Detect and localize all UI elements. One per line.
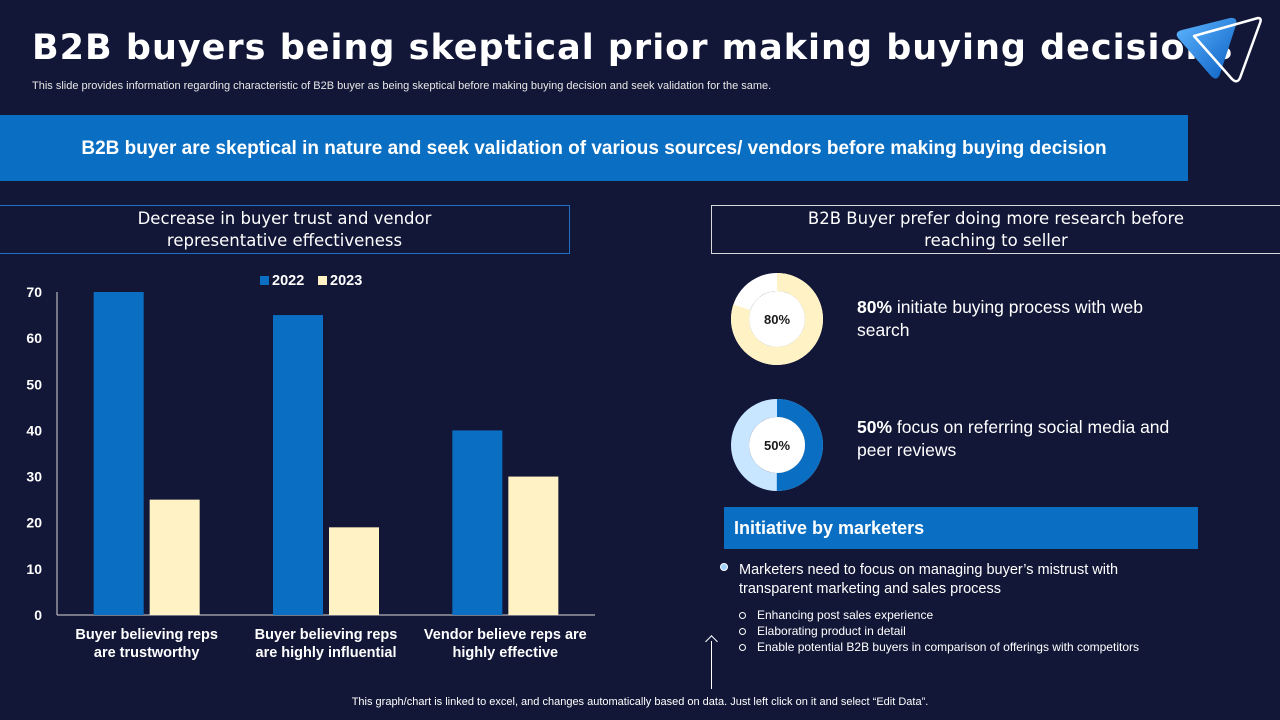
- bar-2023-1: [329, 527, 379, 615]
- donut-hole: [749, 417, 805, 473]
- donut-chart-1: 80%: [729, 271, 825, 367]
- stat-2-text: focus on referring social media and peer…: [857, 417, 1170, 460]
- sub-bullet-text: Elaborating product in detail: [757, 624, 906, 638]
- connector-line: [711, 641, 712, 689]
- x-category-label: Buyer believing reps: [75, 627, 218, 643]
- right-panel-heading: B2B Buyer prefer doing more research bef…: [711, 205, 1280, 254]
- sub-bullet-item: Enhancing post sales experience: [739, 607, 1139, 623]
- y-tick-label: 40: [26, 422, 42, 438]
- y-tick-label: 50: [26, 376, 42, 392]
- x-category-label: are trustworthy: [94, 645, 200, 661]
- footnote: This graph/chart is linked to excel, and…: [351, 696, 929, 708]
- left-panel-heading: Decrease in buyer trust and vendor repre…: [0, 205, 570, 254]
- bullet-dot-icon: [720, 563, 728, 571]
- circle-bullet-icon: [739, 643, 746, 651]
- circle-bullet-icon: [739, 611, 746, 619]
- logo-icon: [1170, 12, 1266, 86]
- bar-2022-2: [452, 430, 503, 615]
- stat-1-percent: 80%: [857, 297, 893, 317]
- legend-label-2022: 2022: [272, 273, 304, 289]
- bar-chart-svg: 0 10 20 30 40 50 60 70 Buyer believing reps are t…: [26, 273, 595, 661]
- page-title: B2B buyers being skeptical prior making …: [32, 28, 1234, 68]
- sub-bullet-item: Enable potential B2B buyers in compariso…: [739, 639, 1139, 655]
- right-heading-line1: B2B Buyer prefer doing more research bef…: [807, 208, 1185, 228]
- left-heading-line2: representative effectiveness: [166, 230, 403, 250]
- stat-2: 50% focus on referring social media and …: [857, 416, 1177, 462]
- stat-2-percent: 50%: [857, 417, 893, 437]
- legend-swatch-2023: [318, 276, 327, 285]
- y-tick-label: 10: [26, 561, 42, 577]
- donut-1-label: 80%: [763, 311, 791, 327]
- sub-bullet-item: Elaborating product in detail: [739, 623, 1139, 639]
- circle-bullet-icon: [739, 627, 746, 635]
- y-tick-label: 30: [26, 469, 42, 485]
- y-tick-label: 70: [26, 284, 42, 300]
- right-heading-line2: reaching to seller: [924, 230, 1068, 250]
- initiative-heading: Initiative by marketers: [724, 507, 1198, 549]
- stat-1-text: initiate buying process with web search: [857, 297, 1143, 340]
- donut-2-label: 50%: [763, 437, 791, 453]
- bar-2022-1: [273, 315, 323, 615]
- left-heading-line1: Decrease in buyer trust and vendor: [137, 208, 432, 228]
- bar-2022-0: [93, 292, 144, 615]
- banner: B2B buyer are skeptical in nature and se…: [0, 115, 1188, 181]
- bar-chart: 0 10 20 30 40 50 60 70 Buyer believing reps are t…: [0, 262, 610, 672]
- bar-2023-2: [508, 476, 559, 615]
- donut-hole: [749, 291, 805, 347]
- donut-2-svg: [731, 399, 823, 491]
- legend-swatch-2022: [260, 276, 269, 285]
- stat-1: 80% initiate buying process with web sea…: [857, 296, 1177, 342]
- initiative-sub-list: Enhancing post sales experience Elaborat…: [739, 607, 1139, 655]
- y-tick-label: 20: [26, 515, 42, 531]
- donut-value-arc: [731, 399, 823, 491]
- x-category-label: Vendor believe reps are: [424, 627, 587, 643]
- bar-2023-0: [149, 499, 200, 615]
- donut-value-arc: [731, 273, 823, 365]
- sub-bullet-text: Enable potential B2B buyers in compariso…: [757, 640, 1139, 654]
- x-category-label: are highly influential: [256, 645, 397, 661]
- donut-chart-2: 50%: [729, 397, 825, 493]
- donut-1-svg: [731, 273, 823, 365]
- page-subtitle: This slide provides information regardin…: [32, 80, 772, 92]
- initiative-main-bullet: Marketers need to focus on managing buye…: [739, 562, 1119, 597]
- x-category-label: Buyer believing reps: [255, 627, 398, 643]
- sub-bullet-text: Enhancing post sales experience: [757, 608, 934, 622]
- y-tick-label: 0: [34, 607, 42, 623]
- legend-label-2023: 2023: [330, 273, 362, 289]
- y-tick-label: 60: [26, 330, 42, 346]
- x-category-label: highly effective: [453, 645, 559, 661]
